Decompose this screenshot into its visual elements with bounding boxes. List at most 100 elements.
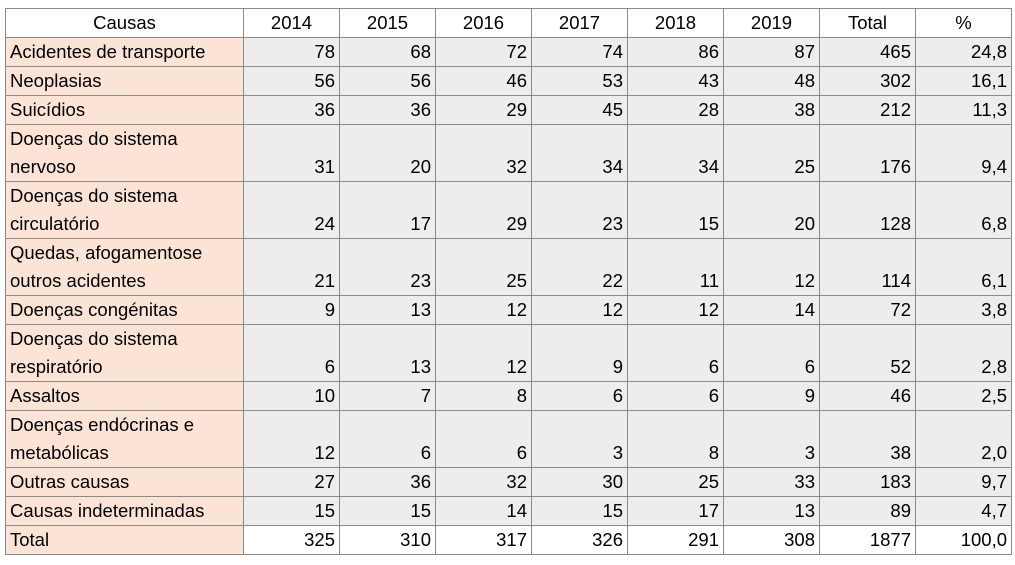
cell: 22 [531, 238, 628, 296]
header-cell: % [915, 8, 1012, 38]
table-row: Doenças do sistema circulatório 24 17 29 23 1… [5, 181, 1012, 239]
cell: 14 [435, 496, 532, 526]
cell: 30 [531, 467, 628, 497]
header-cell: 2018 [627, 8, 724, 38]
cell: 325 [243, 525, 340, 555]
table-row: Total 325 310 317 326 291 308 1877 100,0 [5, 525, 1012, 555]
cell: 11 [627, 238, 724, 296]
cell: 6 [627, 324, 724, 382]
cell: 89 [819, 496, 916, 526]
cell: 6 [531, 381, 628, 411]
cell: 9,4 [915, 124, 1012, 182]
cell: 36 [339, 95, 436, 125]
cell: 2,0 [915, 410, 1012, 468]
cell: 25 [723, 124, 820, 182]
cell: 12 [627, 295, 724, 325]
cell: 1877 [819, 525, 916, 555]
cell: 27 [243, 467, 340, 497]
header-cell: Total [819, 8, 916, 38]
cell: 128 [819, 181, 916, 239]
cell: 23 [531, 181, 628, 239]
cell: 11,3 [915, 95, 1012, 125]
cell: 7 [339, 381, 436, 411]
cell: 2,8 [915, 324, 1012, 382]
cell: 17 [339, 181, 436, 239]
cell: 48 [723, 66, 820, 96]
cell: 87 [723, 37, 820, 67]
cell: 34 [627, 124, 724, 182]
cell: 86 [627, 37, 724, 67]
cell: 12 [531, 295, 628, 325]
cell: 43 [627, 66, 724, 96]
cell: 14 [723, 295, 820, 325]
cell: 6,1 [915, 238, 1012, 296]
row-label: Assaltos [5, 381, 244, 411]
cell: 56 [243, 66, 340, 96]
cell: 310 [339, 525, 436, 555]
cell: 15 [531, 496, 628, 526]
cell: 15 [627, 181, 724, 239]
table-row: Acidentes de transporte 78 68 72 74 86 87 465 24… [5, 37, 1012, 67]
table-row: Quedas, afogamentose outros acidentes 21 2… [5, 238, 1012, 296]
cell: 25 [627, 467, 724, 497]
cell: 4,7 [915, 496, 1012, 526]
row-label: Doenças endócrinas e metabólicas [5, 410, 244, 468]
cell: 9 [723, 381, 820, 411]
cell: 15 [243, 496, 340, 526]
header-cell: 2019 [723, 8, 820, 38]
cell: 6,8 [915, 181, 1012, 239]
cell: 20 [723, 181, 820, 239]
cell: 302 [819, 66, 916, 96]
cell: 17 [627, 496, 724, 526]
cell: 291 [627, 525, 724, 555]
table-row: Doenças do sistema respiratório 6 13 12 9 6 6 5… [5, 324, 1012, 382]
cell: 12 [435, 324, 532, 382]
cell: 2,5 [915, 381, 1012, 411]
cell: 24 [243, 181, 340, 239]
cell: 465 [819, 37, 916, 67]
table-row: Outras causas 27 36 32 30 25 33 183 9,7 [5, 467, 1012, 497]
cell: 176 [819, 124, 916, 182]
cell: 9,7 [915, 467, 1012, 497]
data-table: Causas 2014 2015 2016 2017 2018 2019 Total% Aci… [5, 8, 1012, 555]
row-label: Quedas, afogamentose outros acidentes [5, 238, 244, 296]
cell: 72 [819, 295, 916, 325]
cell: 53 [531, 66, 628, 96]
table-row: Doenças congénitas 9 13 12 12 12 14 72 3,8 [5, 295, 1012, 325]
row-label: Doenças do sistema respiratório [5, 324, 244, 382]
cell: 36 [339, 467, 436, 497]
header-row: Causas 2014 2015 2016 2017 2018 2019 Total% [5, 8, 1012, 38]
cell: 326 [531, 525, 628, 555]
cell: 6 [723, 324, 820, 382]
cell: 317 [435, 525, 532, 555]
cell: 72 [435, 37, 532, 67]
cell: 6 [243, 324, 340, 382]
cell: 52 [819, 324, 916, 382]
cell: 45 [531, 95, 628, 125]
cell: 36 [243, 95, 340, 125]
cell: 9 [243, 295, 340, 325]
cell: 38 [819, 410, 916, 468]
table-row: Doenças do sistema nervoso 31 20 32 34 34 25 17… [5, 124, 1012, 182]
cell: 21 [243, 238, 340, 296]
cell: 8 [435, 381, 532, 411]
row-label: Neoplasias [5, 66, 244, 96]
cell: 308 [723, 525, 820, 555]
row-label: Causas indeterminadas [5, 496, 244, 526]
cell: 100,0 [915, 525, 1012, 555]
cell: 13 [723, 496, 820, 526]
cell: 9 [531, 324, 628, 382]
cell: 29 [435, 181, 532, 239]
cell: 6 [435, 410, 532, 468]
table-body: Acidentes de transporte 78 68 72 74 86 87 465 24… [5, 37, 1012, 555]
cell: 12 [243, 410, 340, 468]
cell: 68 [339, 37, 436, 67]
cell: 29 [435, 95, 532, 125]
cell: 56 [339, 66, 436, 96]
cell: 13 [339, 295, 436, 325]
cell: 8 [627, 410, 724, 468]
cell: 20 [339, 124, 436, 182]
header-cell: 2015 [339, 8, 436, 38]
row-label: Total [5, 525, 244, 555]
table-row: Suicídios 36 36 29 45 28 38 212 11,3 [5, 95, 1012, 125]
